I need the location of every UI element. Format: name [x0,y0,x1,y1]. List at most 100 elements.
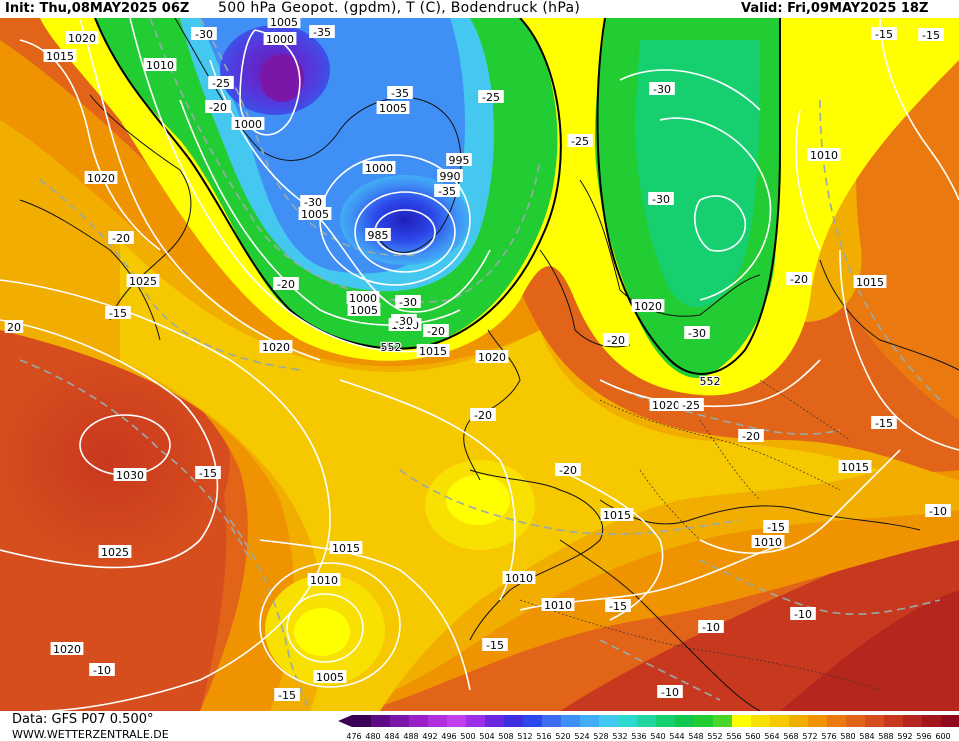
isobar-label: 1005 [347,303,381,317]
isobar-label: 1015 [853,275,887,289]
isotherm-label: -20 [108,231,134,245]
legend-tick-label: 580 [840,732,855,741]
legend-swatch [903,715,923,727]
svg-text:-15: -15 [875,28,893,41]
legend-swatch [637,715,657,727]
svg-text:-20: -20 [790,273,808,286]
svg-text:-25: -25 [212,77,230,90]
isobar-label: 1015 [43,49,77,63]
isobar-label: 20 [4,320,24,334]
legend-swatch [352,715,372,727]
isotherm-label: -10 [790,607,816,621]
legend-tick-label: 568 [783,732,798,741]
legend-swatch [751,715,771,727]
isotherm-label: -35 [387,86,413,100]
isotherm-label: -15 [605,599,631,613]
legend-tick-label: 476 [346,732,361,741]
legend-swatch [409,715,429,727]
svg-text:1000: 1000 [365,162,393,175]
yellow-blob-spain-core [446,475,510,525]
svg-text:1005: 1005 [350,304,378,317]
legend-tick-label: 512 [517,732,532,741]
svg-text:-35: -35 [391,87,409,100]
isotherm-label: -35 [434,184,460,198]
isotherm-label: -15 [274,688,300,702]
legend-swatch [371,715,391,727]
isotherm-label: -10 [89,663,115,677]
legend-tick-label: 524 [574,732,589,741]
svg-text:1015: 1015 [603,509,631,522]
legend-tick-label: 488 [403,732,418,741]
isotherm-label: -30 [391,314,417,328]
legend-swatch [884,715,904,727]
isobar-label: 990 [437,169,463,183]
isotherm-label: -20 [603,333,629,347]
isobar-label: 1015 [416,344,450,358]
svg-text:1025: 1025 [101,546,129,559]
isobar-label: 1020 [50,642,84,656]
isobar-label: 1015 [600,508,634,522]
svg-text:1020: 1020 [262,341,290,354]
isotherm-label: -20 [273,277,299,291]
svg-text:-15: -15 [109,307,127,320]
legend-swatch [922,715,942,727]
data-source: Data: GFS P07 0.500° [12,712,154,727]
isobar-label: 1005 [376,101,410,115]
isotherm-label: -15 [105,306,131,320]
svg-text:-25: -25 [482,91,500,104]
legend-tick-label: 536 [631,732,646,741]
svg-text:-20: -20 [277,278,295,291]
svg-text:-30: -30 [688,327,706,340]
isotherm-label: -15 [195,466,221,480]
isobar-label: 1010 [541,598,575,612]
red-core-west [0,350,230,570]
isotherm-label: -15 [763,520,789,534]
legend-tick-label: 572 [802,732,817,741]
svg-text:1030: 1030 [116,469,144,482]
legend-swatch [865,715,885,727]
svg-text:-10: -10 [661,686,679,699]
svg-text:985: 985 [368,229,389,242]
svg-text:-20: -20 [607,334,625,347]
svg-text:-30: -30 [304,196,322,209]
legend-swatch [599,715,619,727]
legend-swatch [675,715,695,727]
svg-text:-10: -10 [794,608,812,621]
isotherm-label: -15 [918,28,944,42]
legend-swatch [390,715,410,727]
legend-swatch [846,715,866,727]
svg-text:1010: 1010 [544,599,572,612]
isobar-label: 1005 [313,670,347,684]
init-time: Init: Thu,08MAY2025 06Z [5,1,190,16]
legend-swatch [732,715,752,727]
legend-swatch [466,715,486,727]
isotherm-label: -25 [678,398,704,412]
isotherm-label: -30 [649,82,675,96]
svg-text:-15: -15 [875,417,893,430]
svg-text:-25: -25 [571,135,589,148]
svg-text:1010: 1010 [505,572,533,585]
svg-text:1015: 1015 [841,461,869,474]
svg-text:-30: -30 [653,83,671,96]
legend-swatch [770,715,790,727]
svg-text:-30: -30 [195,28,213,41]
legend-swatch [618,715,638,727]
legend-tick-label: 552 [707,732,722,741]
legend-tick-label: 532 [612,732,627,741]
svg-text:-15: -15 [922,29,940,42]
svg-text:-20: -20 [209,101,227,114]
geopotential-label: 552 [379,340,402,355]
svg-text:-20: -20 [427,325,445,338]
isobar-label: 1015 [329,541,363,555]
blue-low-core [340,175,470,265]
isotherm-label: -15 [482,638,508,652]
isotherm-label: -30 [395,295,421,309]
svg-text:-25: -25 [682,399,700,412]
svg-text:1020: 1020 [478,351,506,364]
legend-tick-label: 592 [897,732,912,741]
isotherms [19,18,941,711]
legend-swatch [580,715,600,727]
legend-swatch [713,715,733,727]
svg-text:-10: -10 [93,664,111,677]
yellow-blob-atlantic-core [294,608,350,656]
